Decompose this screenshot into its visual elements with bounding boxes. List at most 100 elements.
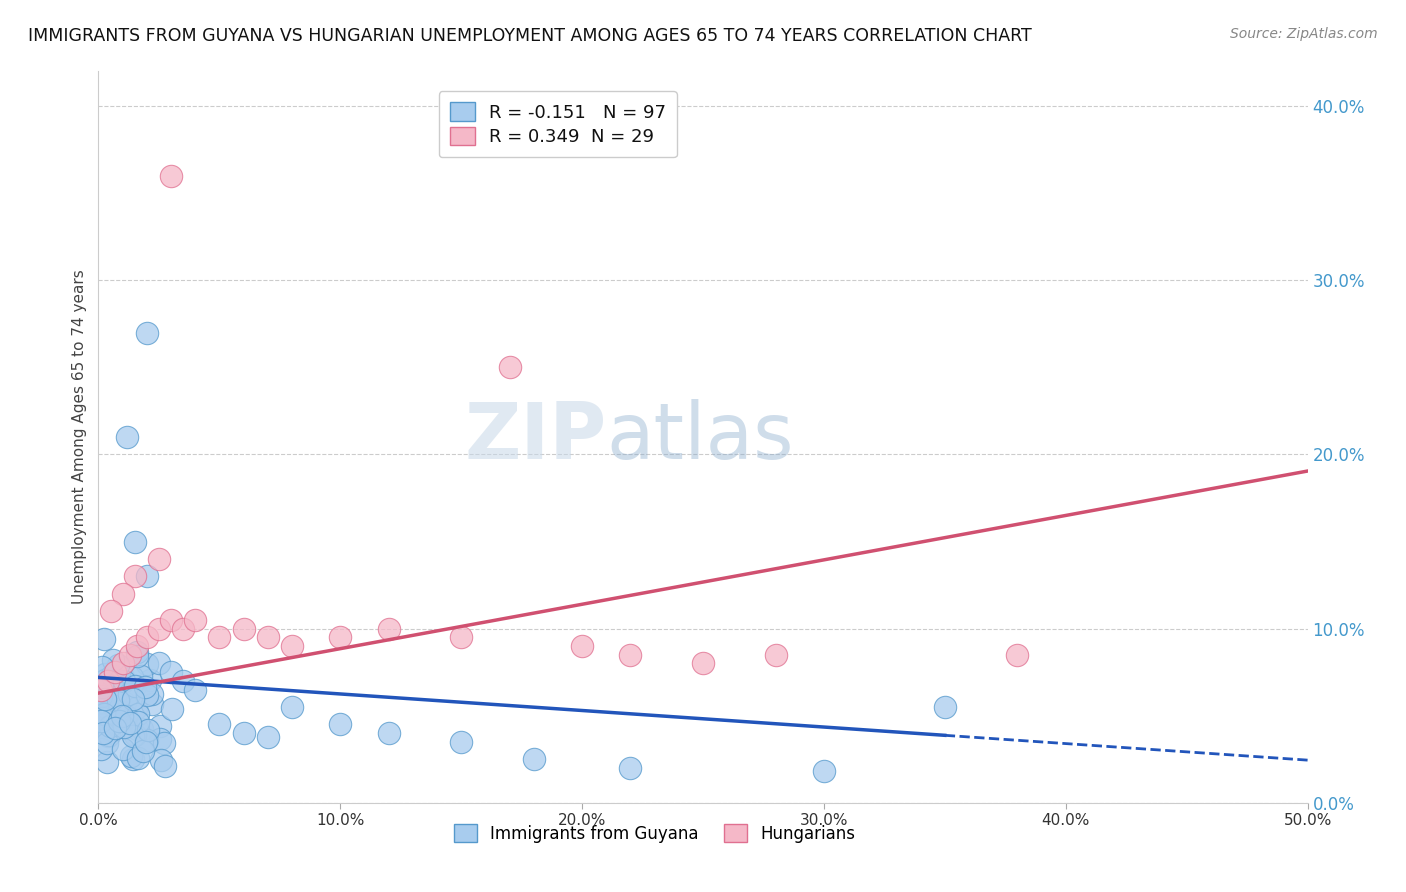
- Point: [98, 708, 121, 723]
- Point: [90, 682, 112, 697]
- Point: [103, 681, 125, 696]
- Point: [122, 691, 145, 706]
- Point: [1007, 648, 1029, 662]
- Point: [111, 709, 134, 723]
- Point: [256, 730, 278, 744]
- Point: [813, 764, 835, 779]
- Point: [118, 716, 141, 731]
- Point: [377, 726, 399, 740]
- Point: [104, 718, 127, 732]
- Point: [114, 696, 136, 710]
- Legend: Immigrants from Guyana, Hungarians: Immigrants from Guyana, Hungarians: [447, 818, 862, 849]
- Point: [98, 728, 121, 742]
- Point: [97, 673, 120, 688]
- Point: [149, 719, 172, 733]
- Point: [523, 752, 546, 766]
- Point: [232, 622, 254, 636]
- Point: [281, 700, 304, 714]
- Point: [115, 710, 138, 724]
- Point: [93, 667, 115, 681]
- Point: [184, 613, 207, 627]
- Text: atlas: atlas: [606, 399, 794, 475]
- Point: [91, 660, 114, 674]
- Point: [160, 702, 183, 716]
- Point: [160, 613, 183, 627]
- Point: [450, 735, 472, 749]
- Point: [135, 631, 157, 645]
- Point: [96, 756, 118, 770]
- Point: [94, 679, 117, 693]
- Point: [112, 673, 135, 688]
- Point: [127, 707, 149, 722]
- Point: [148, 657, 170, 671]
- Point: [208, 717, 231, 731]
- Point: [232, 726, 254, 740]
- Point: [112, 670, 135, 684]
- Point: [131, 722, 153, 736]
- Point: [148, 622, 170, 636]
- Point: [127, 639, 149, 653]
- Point: [329, 631, 352, 645]
- Point: [104, 665, 127, 680]
- Point: [498, 360, 520, 375]
- Point: [184, 682, 207, 697]
- Point: [135, 657, 157, 671]
- Point: [692, 657, 714, 671]
- Point: [124, 679, 146, 693]
- Point: [90, 688, 112, 702]
- Point: [125, 700, 148, 714]
- Point: [132, 744, 155, 758]
- Point: [134, 680, 156, 694]
- Point: [90, 695, 112, 709]
- Point: [122, 752, 145, 766]
- Point: [91, 681, 114, 695]
- Point: [125, 648, 148, 663]
- Point: [136, 723, 159, 738]
- Point: [93, 691, 115, 706]
- Point: [90, 710, 112, 724]
- Point: [172, 622, 194, 636]
- Point: [149, 731, 172, 746]
- Point: [104, 721, 127, 735]
- Point: [111, 587, 134, 601]
- Point: [124, 569, 146, 583]
- Point: [934, 700, 956, 714]
- Point: [160, 665, 183, 680]
- Point: [135, 569, 157, 583]
- Point: [172, 673, 194, 688]
- Point: [127, 645, 149, 659]
- Point: [118, 648, 141, 662]
- Point: [256, 631, 278, 645]
- Point: [93, 707, 115, 722]
- Point: [141, 697, 163, 711]
- Point: [127, 750, 149, 764]
- Point: [98, 719, 121, 733]
- Point: [107, 695, 129, 709]
- Point: [571, 639, 593, 653]
- Point: [155, 759, 177, 773]
- Point: [101, 667, 124, 681]
- Point: [114, 708, 136, 723]
- Point: [90, 714, 112, 729]
- Point: [124, 728, 146, 742]
- Point: [135, 326, 157, 340]
- Point: [111, 657, 134, 671]
- Point: [129, 669, 152, 683]
- Point: [94, 673, 117, 687]
- Point: [208, 631, 231, 645]
- Point: [100, 604, 122, 618]
- Point: [329, 717, 352, 731]
- Point: [117, 430, 139, 444]
- Point: [121, 670, 143, 684]
- Point: [91, 708, 114, 723]
- Text: ZIP: ZIP: [464, 399, 606, 475]
- Point: [619, 761, 641, 775]
- Point: [377, 622, 399, 636]
- Point: [124, 534, 146, 549]
- Point: [160, 169, 183, 183]
- Point: [120, 748, 142, 763]
- Point: [112, 720, 135, 734]
- Point: [281, 639, 304, 653]
- Point: [107, 714, 129, 729]
- Point: [148, 552, 170, 566]
